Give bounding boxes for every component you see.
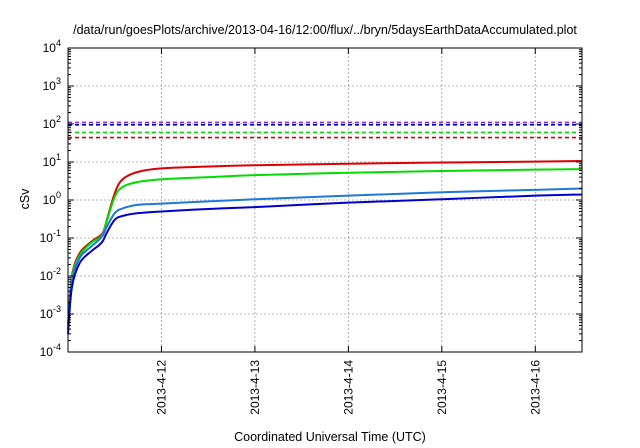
x-tick-label: 2013-4-12 xyxy=(154,360,168,415)
series-line xyxy=(67,168,583,326)
x-tick-label: 2013-4-14 xyxy=(341,360,355,415)
y-axis-label: cSv xyxy=(18,188,32,210)
axis-ticks: 10-4 10-3 10-2 10-1 100 101 102 103 104 2013-4-12… xyxy=(40,38,582,415)
x-axis-label: Coordinated Universal Time (UTC) xyxy=(234,430,426,444)
y-tick-label: 104 xyxy=(43,38,61,55)
grid-lines xyxy=(68,48,582,352)
y-tick-label: 102 xyxy=(43,114,61,131)
y-tick-label: 101 xyxy=(43,152,61,169)
x-tick-label: 2013-4-13 xyxy=(248,360,262,415)
x-tick-label: 2013-4-15 xyxy=(435,360,449,415)
series-line xyxy=(67,160,583,326)
x-tick-label: 2013-4-16 xyxy=(528,360,542,415)
y-tick-label: 10-1 xyxy=(40,228,61,245)
y-tick-label: 10-4 xyxy=(40,342,61,359)
series-lines xyxy=(67,160,583,334)
y-tick-label: 100 xyxy=(43,190,61,207)
threshold-lines xyxy=(68,121,582,139)
series-line xyxy=(67,193,583,334)
series-line xyxy=(67,187,583,330)
plot-frame xyxy=(67,47,583,353)
y-tick-label: 10-2 xyxy=(40,266,61,283)
chart-title: /data/run/goesPlots/archive/2013-04-16/1… xyxy=(73,23,577,37)
y-tick-label: 103 xyxy=(43,76,61,93)
y-tick-label: 10-3 xyxy=(40,304,61,321)
